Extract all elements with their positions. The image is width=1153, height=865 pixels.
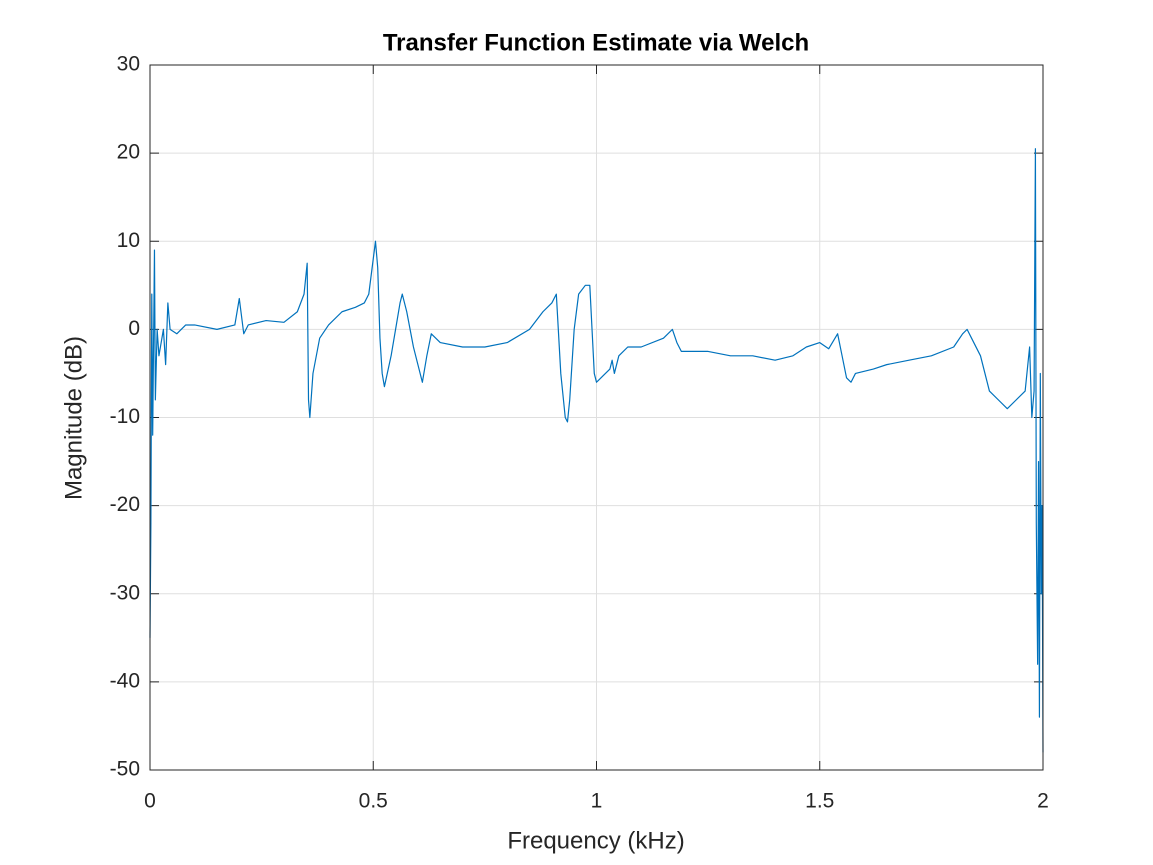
axes-box — [149, 64, 1044, 771]
chart-title: Transfer Function Estimate via Welch — [383, 29, 809, 56]
x-tick-label: 1 — [591, 790, 603, 813]
x-axis-label: Frequency (kHz) — [507, 827, 684, 854]
y-tick-label: 20 — [117, 141, 140, 164]
y-tick-label: 30 — [117, 53, 140, 76]
y-tick-label: -50 — [110, 758, 140, 781]
y-tick-label: -40 — [110, 669, 140, 692]
y-tick-label: -20 — [110, 493, 140, 516]
x-tick-label: 2 — [1037, 790, 1049, 813]
y-axis-label: Magnitude (dB) — [60, 336, 87, 500]
y-tick-label: 10 — [117, 229, 140, 252]
y-tick-label: -10 — [110, 405, 140, 428]
x-tick-label: 1.5 — [805, 790, 834, 813]
x-tick-label: 0 — [144, 790, 156, 813]
y-tick-label: 0 — [128, 317, 140, 340]
x-tick-label: 0.5 — [359, 790, 388, 813]
y-tick-label: -30 — [110, 581, 140, 604]
line-series — [149, 148, 1044, 753]
